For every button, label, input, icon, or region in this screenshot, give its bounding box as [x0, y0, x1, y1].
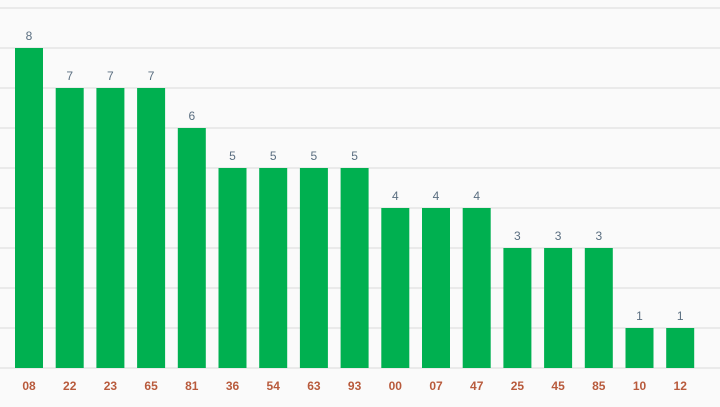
value-label-08: 8: [26, 29, 33, 43]
value-label-47: 4: [473, 189, 480, 203]
bar-54[interactable]: [259, 168, 288, 368]
bar-65[interactable]: [137, 88, 166, 368]
x-tick-label-23: 23: [104, 379, 118, 393]
value-label-10: 1: [636, 309, 643, 323]
value-label-65: 7: [148, 69, 155, 83]
bars: [15, 48, 695, 368]
value-label-12: 1: [677, 309, 684, 323]
x-tick-label-25: 25: [511, 379, 525, 393]
x-tick-label-10: 10: [633, 379, 647, 393]
value-label-07: 4: [433, 189, 440, 203]
bar-85[interactable]: [584, 248, 613, 368]
bar-12[interactable]: [666, 328, 695, 368]
bar-00[interactable]: [381, 208, 410, 368]
value-label-25: 3: [514, 229, 521, 243]
x-axis: 08 22 23 65 81 36 54 63 93 00 07 47 25 45 85 10 12: [22, 379, 687, 393]
x-tick-label-81: 81: [185, 379, 199, 393]
value-label-00: 4: [392, 189, 399, 203]
bar-93[interactable]: [340, 168, 369, 368]
x-tick-label-00: 00: [389, 379, 403, 393]
bar-10[interactable]: [625, 328, 654, 368]
x-tick-label-93: 93: [348, 379, 362, 393]
value-labels: 8 7 7 7 6 5 5 5 5 4 4 4 3 3 3 1 1: [26, 29, 684, 323]
x-tick-label-47: 47: [470, 379, 484, 393]
value-label-93: 5: [351, 149, 358, 163]
value-label-23: 7: [107, 69, 114, 83]
x-tick-label-54: 54: [267, 379, 281, 393]
bar-81[interactable]: [177, 128, 206, 368]
x-tick-label-12: 12: [674, 379, 688, 393]
value-label-22: 7: [66, 69, 73, 83]
value-label-63: 5: [311, 149, 318, 163]
bar-36[interactable]: [218, 168, 247, 368]
bar-45[interactable]: [544, 248, 573, 368]
bar-23[interactable]: [96, 88, 125, 368]
x-tick-label-45: 45: [551, 379, 565, 393]
x-tick-label-36: 36: [226, 379, 240, 393]
value-label-85: 3: [595, 229, 602, 243]
x-tick-label-08: 08: [22, 379, 36, 393]
value-label-81: 6: [188, 109, 195, 123]
bar-08[interactable]: [15, 48, 43, 368]
x-tick-label-07: 07: [429, 379, 443, 393]
value-label-54: 5: [270, 149, 277, 163]
bar-07[interactable]: [422, 208, 450, 368]
value-label-36: 5: [229, 149, 236, 163]
x-tick-label-22: 22: [63, 379, 77, 393]
bar-47[interactable]: [462, 208, 491, 368]
value-label-45: 3: [555, 229, 562, 243]
bar-25[interactable]: [503, 248, 532, 368]
x-tick-label-63: 63: [307, 379, 321, 393]
bar-22[interactable]: [55, 88, 84, 368]
bar-63[interactable]: [299, 168, 328, 368]
x-tick-label-85: 85: [592, 379, 606, 393]
x-tick-label-65: 65: [144, 379, 158, 393]
